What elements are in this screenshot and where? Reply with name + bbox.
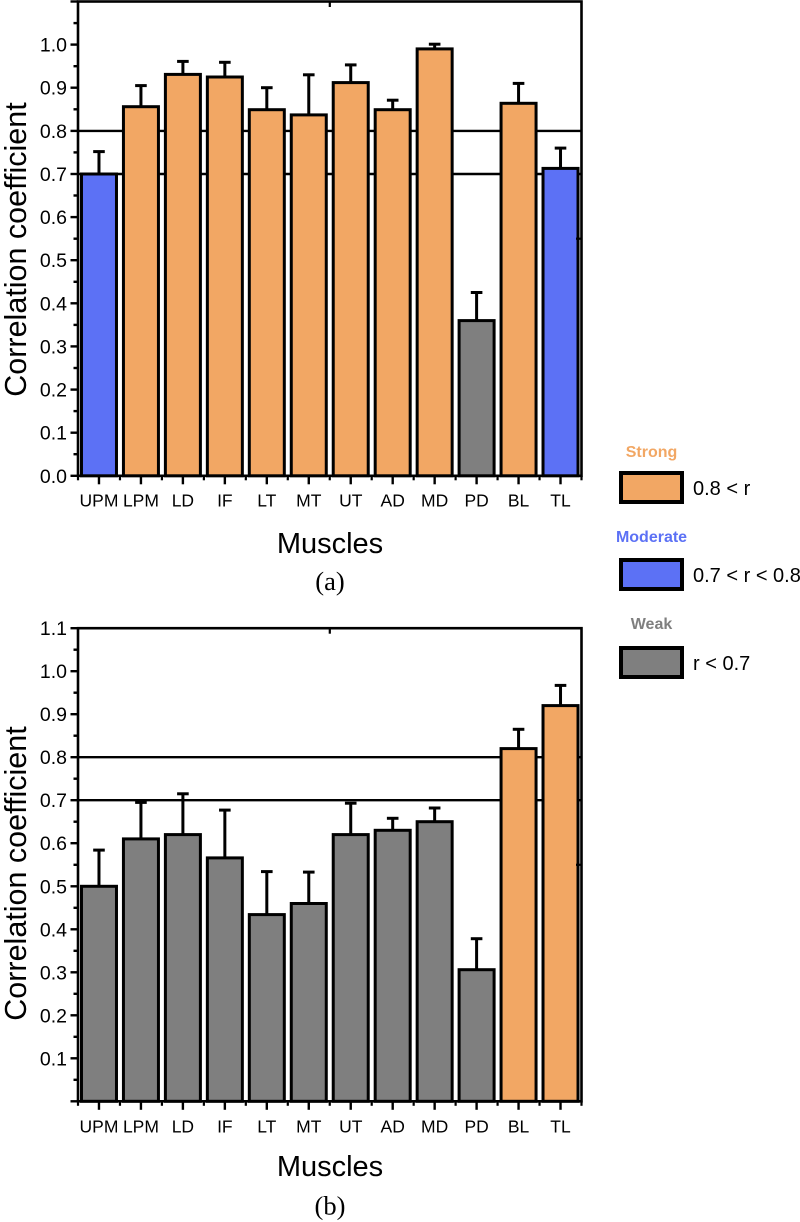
svg-text:0.4: 0.4 [40,293,67,315]
svg-text:LD: LD [172,491,194,511]
svg-text:Moderate: Moderate [616,529,687,546]
svg-text:IF: IF [217,491,233,511]
svg-text:0.9: 0.9 [40,78,67,100]
svg-text:AD: AD [381,491,405,511]
svg-text:0.1: 0.1 [40,423,67,445]
svg-text:1.0: 1.0 [40,661,67,683]
svg-text:1.0: 1.0 [40,35,67,57]
svg-text:(b): (b) [315,1191,346,1221]
svg-text:1.1: 1.1 [40,618,67,640]
svg-text:0.6: 0.6 [40,833,67,855]
svg-text:UPM: UPM [80,1117,119,1137]
svg-text:r < 0.7: r < 0.7 [693,653,750,675]
svg-text:Weak: Weak [631,616,673,633]
svg-text:0.2: 0.2 [40,380,67,402]
svg-text:MD: MD [421,1117,448,1137]
svg-text:0.7: 0.7 [40,164,67,186]
svg-text:0.8: 0.8 [40,121,67,143]
svg-text:0.9: 0.9 [40,704,67,726]
svg-text:LPM: LPM [123,491,159,511]
svg-text:0.3: 0.3 [40,336,67,358]
svg-text:UT: UT [339,1117,363,1137]
svg-text:PD: PD [464,1117,488,1137]
svg-text:0.4: 0.4 [40,919,67,941]
svg-text:TL: TL [550,1117,571,1137]
svg-text:IF: IF [217,1117,233,1137]
svg-text:0.6: 0.6 [40,207,67,229]
svg-text:0.5: 0.5 [40,250,67,272]
svg-text:MD: MD [421,491,448,511]
svg-text:0.8: 0.8 [40,747,67,769]
svg-text:LT: LT [257,491,276,511]
svg-text:Strong: Strong [626,444,678,461]
svg-text:LT: LT [257,1117,276,1137]
svg-text:0.2: 0.2 [40,1005,67,1027]
svg-text:0.0: 0.0 [40,466,67,488]
svg-text:TL: TL [550,491,571,511]
svg-text:UT: UT [339,491,363,511]
svg-text:0.3: 0.3 [40,962,67,984]
svg-text:0.8 < r: 0.8 < r [693,478,751,500]
svg-text:Correlation coefficient: Correlation coefficient [0,726,33,1021]
svg-text:MT: MT [296,491,322,511]
svg-text:Muscles: Muscles [277,1151,383,1183]
svg-text:LD: LD [172,1117,194,1137]
svg-text:0.5: 0.5 [40,876,67,898]
svg-text:(a): (a) [315,566,344,596]
svg-text:Correlation coefficient: Correlation coefficient [0,102,33,397]
svg-text:MT: MT [296,1117,322,1137]
svg-text:BL: BL [508,491,530,511]
svg-text:PD: PD [464,491,488,511]
svg-text:0.7: 0.7 [40,790,67,812]
svg-text:UPM: UPM [80,491,119,511]
svg-text:AD: AD [381,1117,405,1137]
svg-text:Muscles: Muscles [277,528,383,560]
svg-text:LPM: LPM [123,1117,159,1137]
svg-text:0.7 < r < 0.8: 0.7 < r < 0.8 [693,565,800,587]
svg-text:0.1: 0.1 [40,1048,67,1070]
svg-text:BL: BL [508,1117,530,1137]
